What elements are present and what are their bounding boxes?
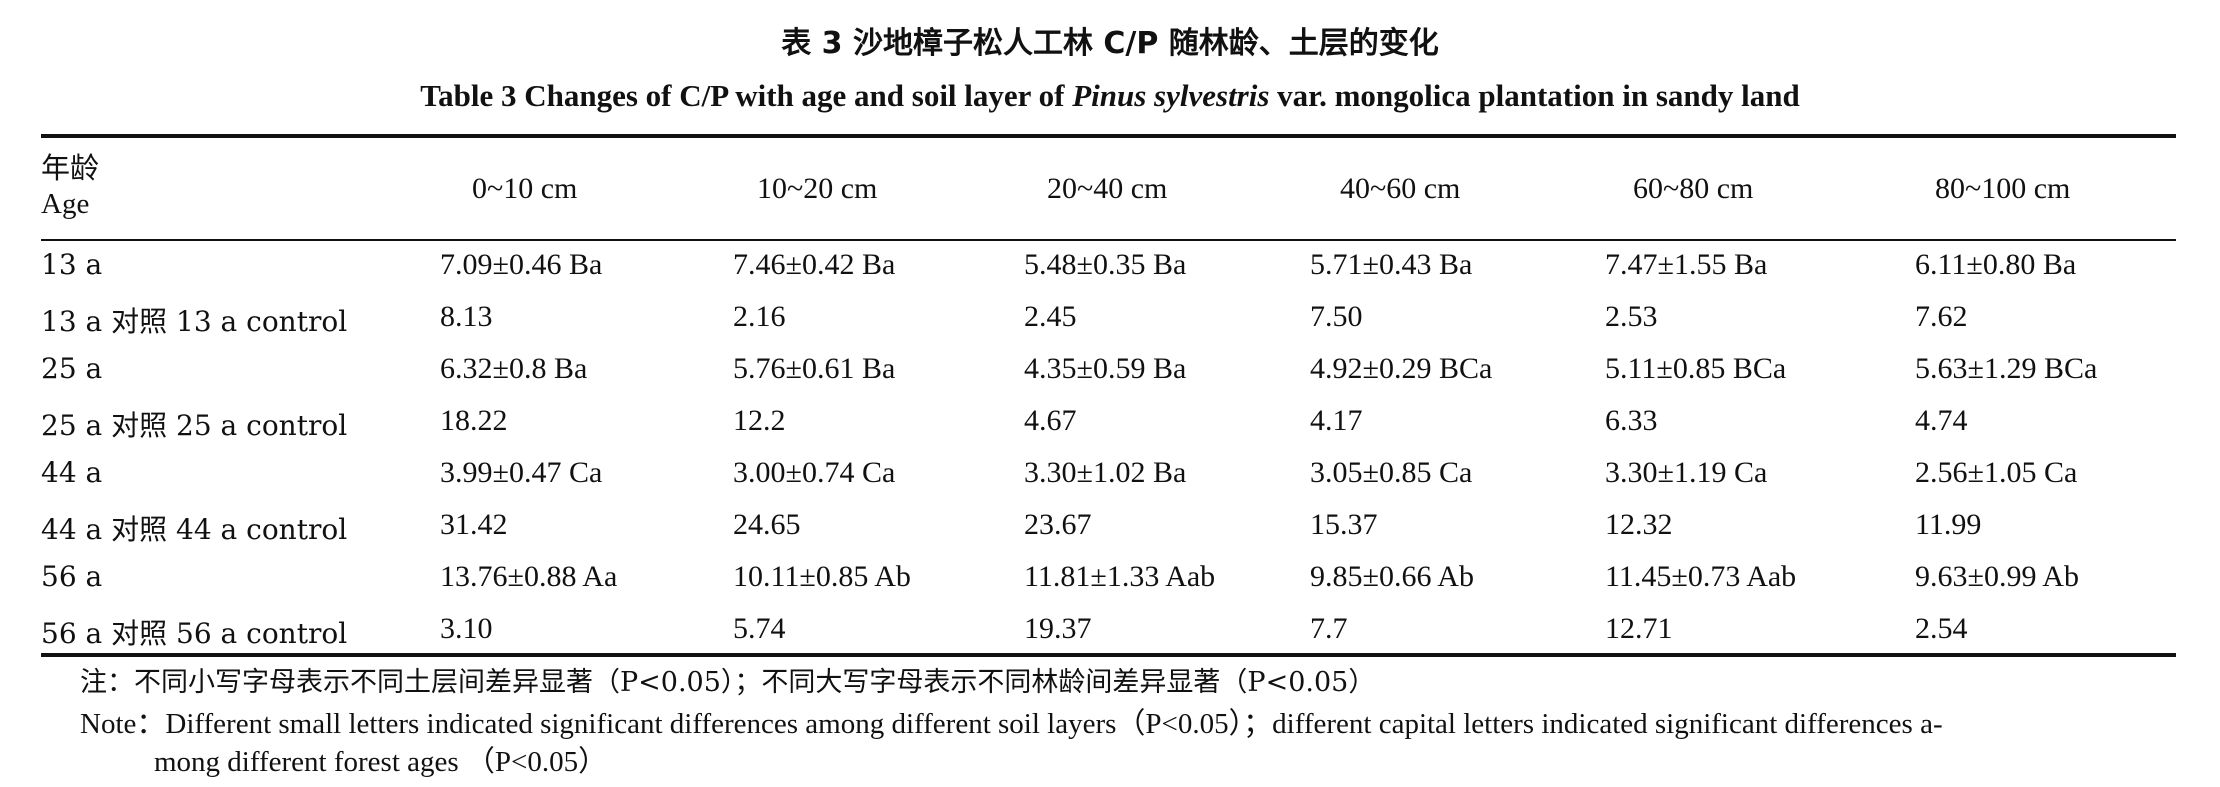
table-cell: 7.7 bbox=[1310, 612, 1348, 645]
table-cell: 2.16 bbox=[733, 300, 786, 333]
table-header-rule bbox=[41, 239, 2176, 241]
note-en-line1: Note：Different small letters indicated s… bbox=[80, 708, 1943, 740]
header-age-en: Age bbox=[41, 188, 90, 220]
table-cell: 23.67 bbox=[1024, 508, 1092, 541]
row-label: 25 a bbox=[41, 352, 103, 385]
row-label: 13 a bbox=[41, 248, 103, 281]
table-row: 44 a 对照 44 a control 31.42 24.65 23.67 15.37… bbox=[0, 508, 2220, 560]
table-cell: 2.45 bbox=[1024, 300, 1077, 333]
table-row: 56 a 对照 56 a control 3.10 5.74 19.37 7.7 12.7… bbox=[0, 612, 2220, 664]
table-cell: 11.99 bbox=[1915, 508, 1982, 541]
table-cell: 9.63±0.99 Ab bbox=[1915, 560, 2079, 593]
row-label: 44 a 对照 44 a control bbox=[41, 513, 348, 546]
table-cell: 6.33 bbox=[1605, 404, 1658, 437]
table-cell: 5.76±0.61 Ba bbox=[733, 352, 896, 385]
table-top-rule bbox=[41, 134, 2176, 138]
table-cell: 6.32±0.8 Ba bbox=[440, 352, 588, 385]
table-cell: 4.67 bbox=[1024, 404, 1077, 437]
table-cell: 10.11±0.85 Ab bbox=[733, 560, 911, 593]
table-cell: 9.85±0.66 Ab bbox=[1310, 560, 1474, 593]
table-cell: 5.63±1.29 BCa bbox=[1915, 352, 2098, 385]
header-age-cn: 年龄 bbox=[41, 151, 100, 185]
table-cell: 8.13 bbox=[440, 300, 493, 333]
table-cell: 3.00±0.74 Ca bbox=[733, 456, 896, 489]
table-cell: 12.2 bbox=[733, 404, 786, 437]
row-label: 25 a 对照 25 a control bbox=[41, 409, 348, 442]
title-en-prefix: Table 3 Changes of C/P with age and soil… bbox=[420, 78, 1073, 113]
header-col-4: 40~60 cm bbox=[1340, 172, 1461, 205]
table-cell: 4.74 bbox=[1915, 404, 1968, 437]
header-col-5: 60~80 cm bbox=[1633, 172, 1754, 205]
header-col-2: 10~20 cm bbox=[757, 172, 878, 205]
table-cell: 5.71±0.43 Ba bbox=[1310, 248, 1473, 281]
table-cell: 5.48±0.35 Ba bbox=[1024, 248, 1187, 281]
header-col-1: 0~10 cm bbox=[472, 172, 578, 205]
table-title-cn: 表 3 沙地樟子松人工林 C/P 随林龄、土层的变化 bbox=[781, 26, 1439, 61]
table-cell: 6.11±0.80 Ba bbox=[1915, 248, 2077, 281]
table-cell: 5.11±0.85 BCa bbox=[1605, 352, 1787, 385]
note-en-line2: mong different forest ages （P<0.05） bbox=[154, 746, 608, 778]
table-cell: 7.46±0.42 Ba bbox=[733, 248, 896, 281]
row-label: 44 a bbox=[41, 456, 103, 489]
table-cell: 15.37 bbox=[1310, 508, 1378, 541]
table-row: 25 a 对照 25 a control 18.22 12.2 4.67 4.17 6.3… bbox=[0, 404, 2220, 456]
table-cell: 7.09±0.46 Ba bbox=[440, 248, 603, 281]
table-cell: 5.74 bbox=[733, 612, 786, 645]
table-row: 13 a 对照 13 a control 8.13 2.16 2.45 7.50 2.53… bbox=[0, 300, 2220, 352]
table-cell: 4.92±0.29 BCa bbox=[1310, 352, 1493, 385]
title-en-species: Pinus sylvestris bbox=[1072, 78, 1270, 113]
table-cell: 2.53 bbox=[1605, 300, 1658, 333]
header-col-3: 20~40 cm bbox=[1047, 172, 1168, 205]
table-row: 13 a 7.09±0.46 Ba 7.46±0.42 Ba 5.48±0.35 Ba… bbox=[0, 248, 2220, 300]
table-row: 44 a 3.99±0.47 Ca 3.00±0.74 Ca 3.30±1.02 Ba… bbox=[0, 456, 2220, 508]
table-cell: 12.71 bbox=[1605, 612, 1673, 645]
table-cell: 31.42 bbox=[440, 508, 508, 541]
table-cell: 4.35±0.59 Ba bbox=[1024, 352, 1187, 385]
table-cell: 3.30±1.02 Ba bbox=[1024, 456, 1187, 489]
table-cell: 3.10 bbox=[440, 612, 493, 645]
table-cell: 3.99±0.47 Ca bbox=[440, 456, 603, 489]
table-row: 25 a 6.32±0.8 Ba 5.76±0.61 Ba 4.35±0.59 Ba 4… bbox=[0, 352, 2220, 404]
table-cell: 24.65 bbox=[733, 508, 801, 541]
header-age: 年龄 Age bbox=[41, 150, 99, 222]
table-title-en: Table 3 Changes of C/P with age and soil… bbox=[0, 78, 2220, 114]
table-cell: 19.37 bbox=[1024, 612, 1092, 645]
table-cell: 2.56±1.05 Ca bbox=[1915, 456, 2078, 489]
table-cell: 3.30±1.19 Ca bbox=[1605, 456, 1768, 489]
table-cell: 2.54 bbox=[1915, 612, 1968, 645]
table-row: 56 a 13.76±0.88 Aa 10.11±0.85 Ab 11.81±1.33… bbox=[0, 560, 2220, 612]
note-cn: 注：不同小写字母表示不同土层间差异显著（P<0.05）；不同大写字母表示不同林龄… bbox=[80, 667, 1376, 698]
table-cell: 7.62 bbox=[1915, 300, 1968, 333]
header-col-6: 80~100 cm bbox=[1935, 172, 2071, 205]
table-cell: 11.81±1.33 Aab bbox=[1024, 560, 1216, 593]
table-cell: 11.45±0.73 Aab bbox=[1605, 560, 1797, 593]
table-cell: 7.50 bbox=[1310, 300, 1363, 333]
table-cell: 13.76±0.88 Aa bbox=[440, 560, 618, 593]
table-cell: 7.47±1.55 Ba bbox=[1605, 248, 1768, 281]
title-en-suffix: var. mongolica plantation in sandy land bbox=[1269, 78, 1800, 113]
table-cell: 4.17 bbox=[1310, 404, 1363, 437]
row-label: 56 a bbox=[41, 560, 103, 593]
row-label: 13 a 对照 13 a control bbox=[41, 305, 348, 338]
table-cell: 18.22 bbox=[440, 404, 508, 437]
table-cell: 3.05±0.85 Ca bbox=[1310, 456, 1473, 489]
table-bottom-rule bbox=[41, 653, 2176, 657]
row-label: 56 a 对照 56 a control bbox=[41, 617, 348, 650]
table-cell: 12.32 bbox=[1605, 508, 1673, 541]
